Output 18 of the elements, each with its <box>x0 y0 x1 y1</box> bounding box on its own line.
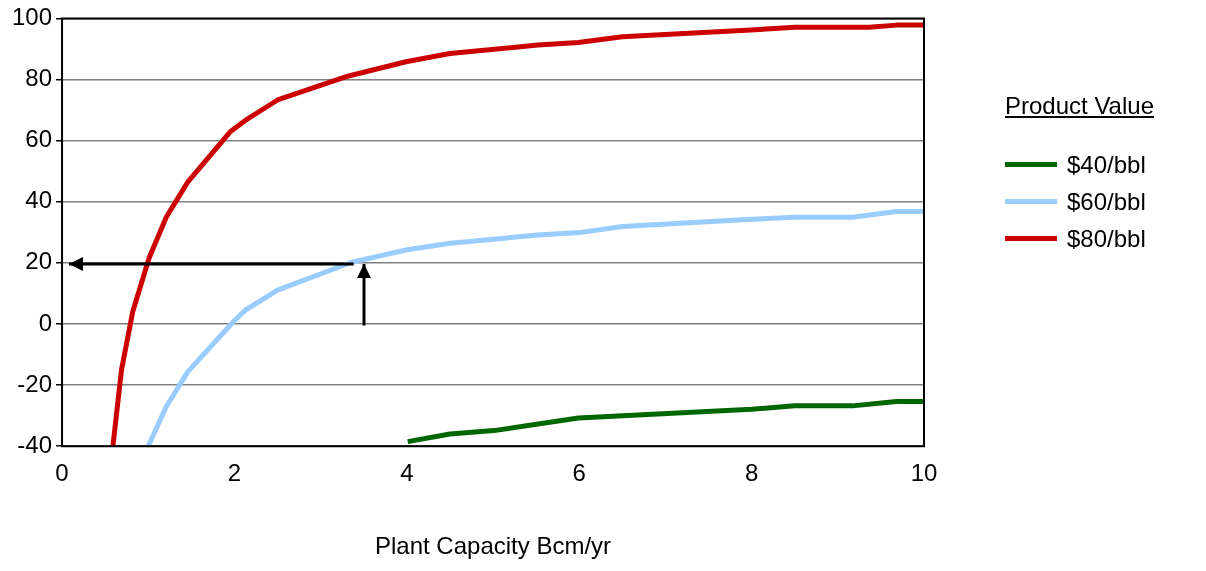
y-tick-label: 60 <box>25 125 53 153</box>
x-tick-label: 10 <box>910 459 938 487</box>
y-tick-label: 0 <box>38 308 53 336</box>
legend-label: $40/bbl <box>1067 150 1146 179</box>
legend-label: $60/bbl <box>1067 187 1146 216</box>
y-tick-label: 80 <box>25 64 53 92</box>
y-tick-label: 20 <box>25 247 53 275</box>
x-tick-label: 6 <box>572 459 586 487</box>
y-tick-label: 40 <box>25 186 53 214</box>
legend-label: $80/bbl <box>1067 224 1146 253</box>
y-tick-label: 100 <box>12 3 53 31</box>
y-tick-label: -20 <box>17 369 53 397</box>
y-tick-label: -40 <box>17 430 53 458</box>
x-tick-label: 4 <box>400 459 414 487</box>
x-tick-label: 8 <box>744 459 759 487</box>
legend-title: Product Value <box>1005 92 1154 120</box>
x-axis-title: Plant Capacity Bcm/yr <box>374 532 612 561</box>
x-tick-label: 2 <box>227 459 242 487</box>
